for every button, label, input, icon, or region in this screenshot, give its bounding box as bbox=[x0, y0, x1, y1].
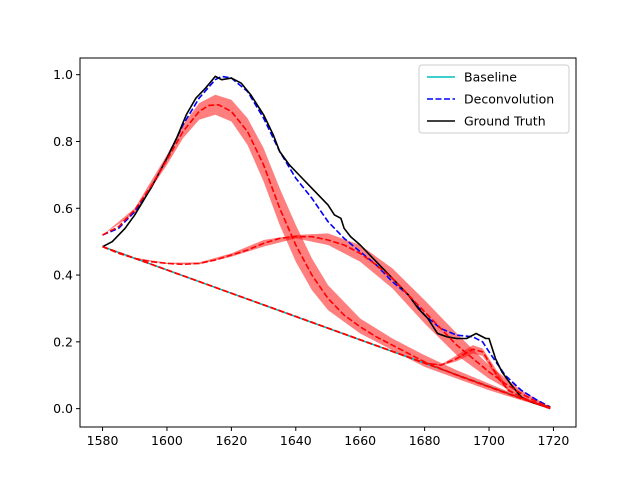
x-tick-label: 1680 bbox=[409, 433, 441, 448]
legend: Baseline Deconvolution Ground Truth bbox=[418, 64, 570, 134]
series-line-ground-truth bbox=[102, 75, 551, 408]
axes-frame bbox=[79, 57, 577, 428]
x-tick: 1700 bbox=[473, 427, 505, 448]
x-tick: 1640 bbox=[280, 427, 312, 448]
x-tick: 1720 bbox=[538, 427, 570, 448]
legend-label: Deconvolution bbox=[464, 92, 554, 107]
y-tick: 0.8 bbox=[53, 134, 80, 149]
y-tick-label: 1.0 bbox=[53, 67, 73, 82]
legend-item: Deconvolution bbox=[427, 92, 554, 107]
y-tick-label: 0.6 bbox=[53, 201, 73, 216]
y-tick: 0.0 bbox=[53, 401, 80, 416]
y-tick: 0.2 bbox=[53, 334, 80, 349]
y-tick: 0.6 bbox=[53, 201, 80, 216]
series-line-component-5 bbox=[102, 245, 551, 410]
x-tick-label: 1660 bbox=[344, 433, 376, 448]
x-tick: 1580 bbox=[87, 427, 119, 448]
x-tick: 1620 bbox=[215, 427, 247, 448]
x-tick-label: 1580 bbox=[87, 433, 119, 448]
x-tick: 1680 bbox=[409, 427, 441, 448]
x-tick-label: 1720 bbox=[538, 433, 570, 448]
y-tick-label: 0.2 bbox=[53, 334, 73, 349]
y-tick-label: 0.0 bbox=[53, 401, 73, 416]
x-tick-label: 1600 bbox=[151, 433, 183, 448]
axes: 1580 1600 1620 1640 1660 1680 1700 1720 0.0 0.2 0.… bbox=[53, 57, 577, 448]
x-tick-label: 1620 bbox=[215, 433, 247, 448]
series-line-component-6 bbox=[102, 245, 551, 410]
plot-area bbox=[102, 75, 551, 410]
y-tick: 0.4 bbox=[53, 268, 80, 283]
legend-item: Baseline bbox=[427, 70, 517, 85]
legend-label: Ground Truth bbox=[464, 114, 546, 129]
x-tick: 1660 bbox=[344, 427, 376, 448]
y-tick-label: 0.8 bbox=[53, 134, 73, 149]
y-tick-label: 0.4 bbox=[53, 268, 73, 283]
x-tick-label: 1700 bbox=[473, 433, 505, 448]
legend-box bbox=[418, 64, 570, 134]
x-tick: 1600 bbox=[151, 427, 183, 448]
series-line-component-3 bbox=[102, 103, 551, 409]
x-tick-label: 1640 bbox=[280, 433, 312, 448]
y-tick: 1.0 bbox=[53, 67, 80, 82]
series-line-component-4 bbox=[102, 235, 551, 409]
series-line-deconvolution bbox=[102, 75, 551, 408]
plot-inner bbox=[102, 75, 551, 410]
legend-item: Ground Truth bbox=[427, 114, 546, 129]
legend-label: Baseline bbox=[464, 70, 517, 85]
